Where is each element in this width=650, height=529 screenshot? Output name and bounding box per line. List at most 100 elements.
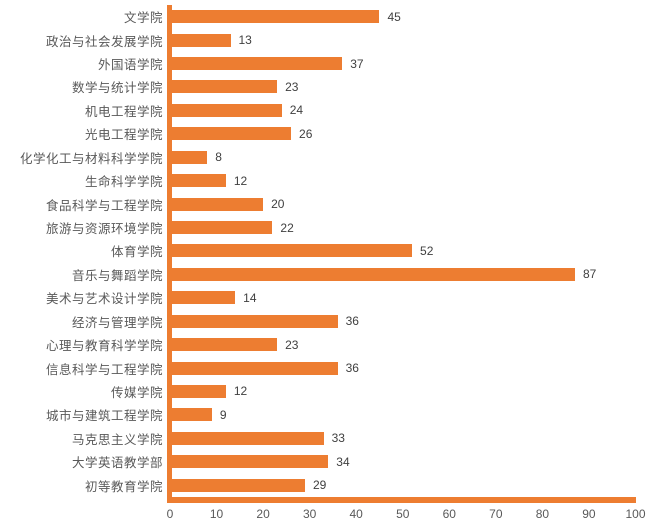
bar-row: 音乐与舞蹈学院 87 — [0, 263, 650, 286]
category-label: 心理与教育科学学院 — [45, 339, 163, 354]
bar — [170, 384, 226, 398]
value-label: 20 — [271, 197, 285, 212]
value-label: 12 — [233, 173, 248, 188]
category-label: 传媒学院 — [110, 385, 163, 400]
category-label: 马克思主义学院 — [71, 432, 163, 447]
bar — [170, 33, 231, 47]
bar-row: 机电工程学院 24 — [0, 99, 650, 122]
x-tick-label: 100 — [625, 507, 646, 521]
bar-row: 文学院 45 — [0, 5, 650, 28]
bar-row: 美术与艺术设计学院 14 — [0, 286, 650, 309]
bar-row: 城市与建筑工程学院 9 — [0, 403, 650, 426]
value-label: 29 — [312, 478, 327, 493]
category-label: 文学院 — [123, 11, 163, 26]
category-label: 信息科学与工程学院 — [45, 362, 163, 377]
category-label: 大学英语教学部 — [71, 456, 163, 471]
bar — [170, 197, 264, 211]
x-axis-tick-labels: 0 10 20 30 40 50 60 70 80 90 100 — [0, 507, 650, 525]
x-tick-label: 30 — [302, 507, 317, 521]
x-tick-label: 50 — [396, 507, 410, 521]
value-label: 13 — [238, 33, 252, 48]
bar-row: 食品科学与工程学院 20 — [0, 192, 650, 215]
bar-row: 大学英语教学部 34 — [0, 450, 650, 473]
category-label: 初等教育学院 — [84, 479, 163, 494]
x-tick-label: 10 — [209, 507, 224, 521]
bar — [170, 314, 338, 328]
bar — [170, 244, 413, 258]
value-axis-line — [167, 497, 636, 503]
value-label: 24 — [289, 103, 304, 118]
bar — [170, 221, 273, 234]
bar-row: 信息科学与工程学院 36 — [0, 356, 650, 379]
bar — [170, 80, 278, 94]
x-tick-label: 20 — [256, 507, 270, 521]
bar — [170, 361, 338, 375]
x-tick-label: 80 — [535, 507, 550, 521]
bar-row: 经济与管理学院 36 — [0, 309, 650, 332]
bar — [170, 408, 212, 422]
bar-row: 数学与统计学院 23 — [0, 75, 650, 98]
value-label: 33 — [331, 431, 345, 446]
bar-row: 心理与教育科学学院 23 — [0, 333, 650, 356]
category-axis-line — [167, 5, 172, 497]
value-label: 8 — [215, 150, 222, 165]
bar-row: 生命科学学院 12 — [0, 169, 650, 192]
value-label: 12 — [233, 384, 248, 399]
category-label: 美术与艺术设计学院 — [45, 292, 163, 307]
value-label: 36 — [345, 314, 359, 329]
x-tick-label: 0 — [166, 507, 174, 521]
x-tick-label: 40 — [349, 507, 363, 521]
category-label: 机电工程学院 — [84, 104, 163, 119]
category-label: 政治与社会发展学院 — [45, 34, 163, 49]
x-tick-label: 70 — [489, 507, 503, 521]
value-label: 45 — [387, 9, 401, 24]
value-label: 34 — [336, 454, 350, 469]
category-label: 城市与建筑工程学院 — [45, 409, 163, 424]
bar-row: 体育学院 52 — [0, 239, 650, 262]
value-label: 26 — [299, 126, 313, 141]
category-label: 光电工程学院 — [84, 128, 163, 143]
value-label: 22 — [280, 220, 294, 235]
x-tick-label: 90 — [582, 507, 596, 521]
bar-row: 初等教育学院 29 — [0, 473, 650, 496]
bar — [170, 267, 575, 281]
bar-row: 外国语学院 37 — [0, 52, 650, 75]
value-label: 23 — [285, 337, 299, 352]
bar — [170, 103, 282, 117]
plot-area: 文学院 45 政治与社会发展学院 13 外国语学院 37 数学与统计学院 23 机电工程学院 24… — [0, 5, 650, 497]
value-label: 9 — [219, 407, 227, 422]
bar — [170, 455, 329, 469]
x-tick-label: 60 — [442, 507, 456, 521]
bar — [170, 10, 380, 24]
value-label: 36 — [345, 361, 359, 376]
category-label: 音乐与舞蹈学院 — [71, 268, 163, 283]
bar-row: 旅游与资源环境学院 22 — [0, 216, 650, 239]
bar-row: 马克思主义学院 33 — [0, 427, 650, 450]
category-label: 经济与管理学院 — [71, 315, 163, 330]
bar-row: 化学化工与材料科学学院 8 — [0, 146, 650, 169]
category-label: 数学与统计学院 — [71, 81, 163, 96]
category-label: 外国语学院 — [97, 58, 163, 73]
category-label: 体育学院 — [110, 245, 163, 260]
bar-row: 政治与社会发展学院 13 — [0, 28, 650, 51]
bar — [170, 338, 278, 352]
category-label: 化学化工与材料科学学院 — [19, 151, 163, 166]
bar — [170, 478, 305, 492]
value-label: 37 — [350, 56, 364, 71]
bar-row: 传媒学院 12 — [0, 380, 650, 403]
category-label: 生命科学学院 — [84, 175, 163, 190]
bar-row: 光电工程学院 26 — [0, 122, 650, 145]
bar — [170, 127, 292, 141]
value-label: 87 — [582, 267, 597, 282]
bar — [170, 291, 236, 305]
value-label: 52 — [420, 243, 434, 258]
value-label: 14 — [243, 290, 257, 305]
bar — [170, 431, 324, 445]
value-label: 23 — [285, 79, 299, 94]
bar — [170, 150, 208, 164]
category-label: 旅游与资源环境学院 — [45, 222, 163, 236]
category-label: 食品科学与工程学院 — [45, 198, 163, 213]
bar — [170, 57, 343, 71]
bar — [170, 174, 226, 188]
